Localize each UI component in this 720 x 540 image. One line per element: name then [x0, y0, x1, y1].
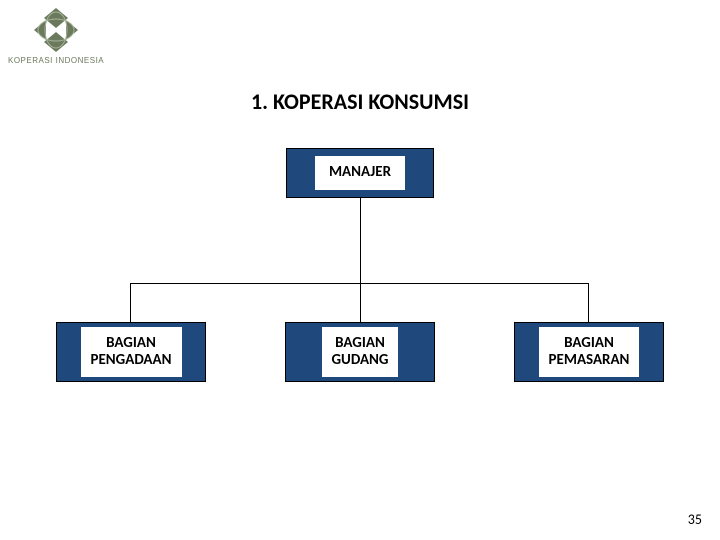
page-title: 1. KOPERASI KONSUMSI — [0, 88, 720, 115]
logo-text: KOPERASI INDONESIA — [8, 56, 104, 65]
node-child-1-label: BAGIANGUDANG — [322, 327, 399, 378]
connector-child-0 — [130, 283, 131, 322]
logo-mark — [28, 6, 84, 54]
logo: KOPERASI INDONESIA — [8, 6, 104, 65]
connector-child-1 — [360, 283, 361, 322]
connector-root-drop — [360, 198, 361, 283]
node-child-0: BAGIANPENGADAAN — [56, 322, 206, 382]
connector-child-2 — [588, 283, 589, 322]
node-child-2: BAGIANPEMASARAN — [514, 322, 664, 382]
node-root-label: MANAJER — [315, 156, 405, 189]
node-child-2-label: BAGIANPEMASARAN — [539, 327, 640, 378]
node-root: MANAJER — [286, 148, 434, 198]
page-number: 35 — [688, 511, 702, 528]
node-child-1: BAGIANGUDANG — [285, 322, 435, 382]
node-child-0-label: BAGIANPENGADAAN — [81, 327, 182, 378]
